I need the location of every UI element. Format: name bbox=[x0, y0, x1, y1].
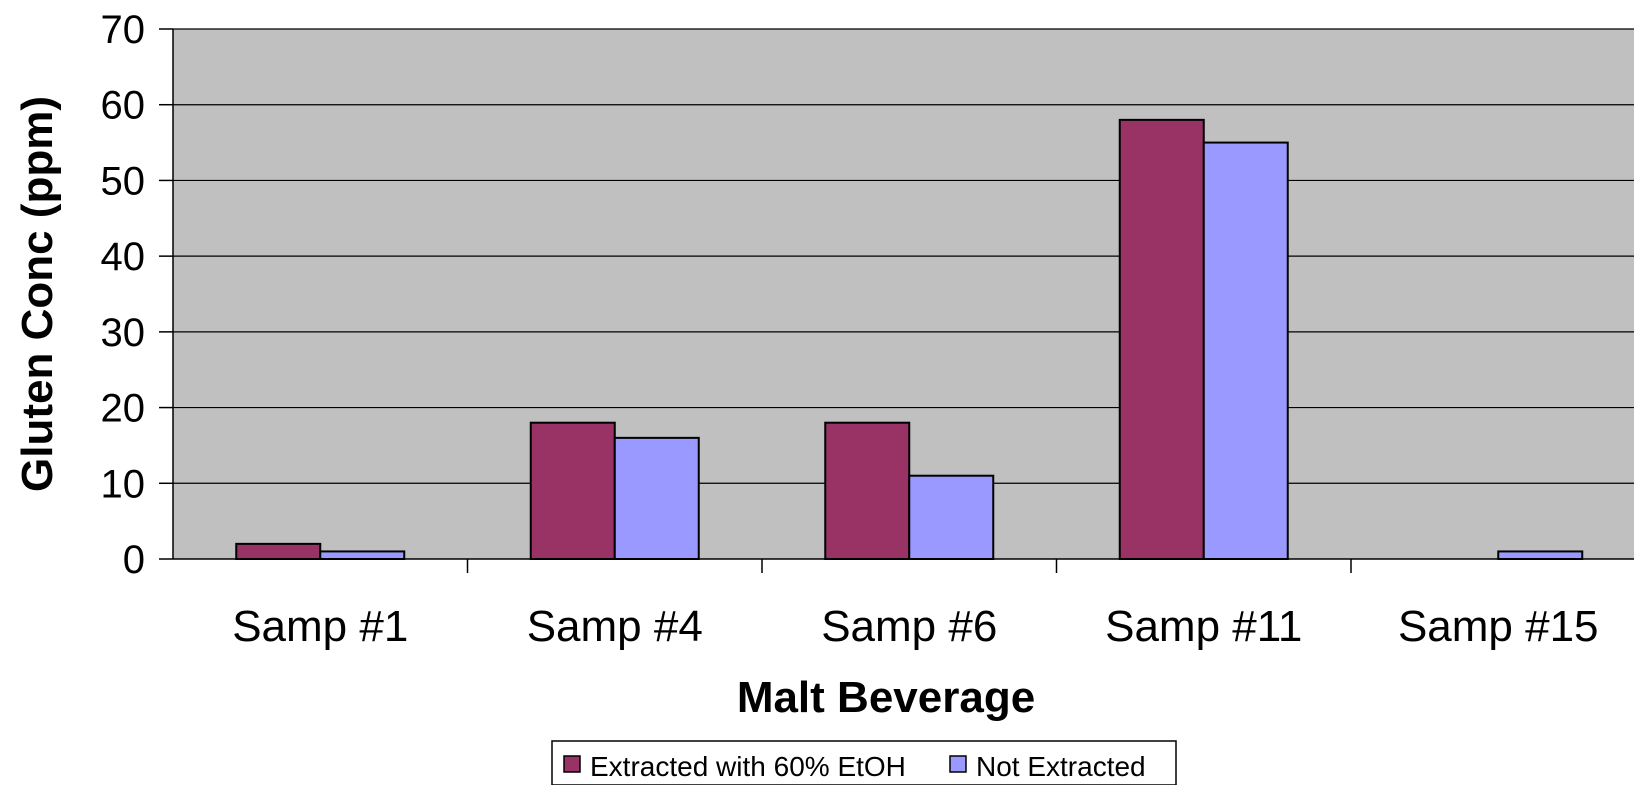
bar-not-extracted bbox=[1202, 141, 1289, 560]
bar-extracted bbox=[529, 421, 616, 561]
y-axis-title: Gluten Conc (ppm) bbox=[13, 96, 62, 492]
y-tick-label: 30 bbox=[101, 311, 146, 355]
axes bbox=[159, 28, 1634, 573]
legend-swatch-extracted bbox=[563, 755, 581, 773]
bar-not-extracted bbox=[613, 436, 700, 561]
x-tick-label: Samp #6 bbox=[821, 602, 997, 651]
y-tick-label: 60 bbox=[101, 84, 146, 128]
y-tick-labels: 0 10 20 30 40 50 60 70 bbox=[101, 8, 146, 582]
y-tick-label: 0 bbox=[123, 538, 145, 582]
bar-extracted bbox=[1118, 118, 1205, 560]
y-tick-label: 20 bbox=[101, 387, 146, 431]
bar-not-extracted bbox=[908, 474, 995, 561]
legend-label-not-extracted: Not Extracted bbox=[976, 751, 1146, 782]
legend-swatch-not-extracted bbox=[949, 755, 967, 773]
y-tick-label: 10 bbox=[101, 462, 146, 506]
y-tick-label: 40 bbox=[101, 235, 146, 279]
x-tick-label: Samp #4 bbox=[527, 602, 703, 651]
legend: Extracted with 60% EtOH Not Extracted bbox=[551, 740, 1177, 785]
bar-extracted bbox=[824, 421, 911, 561]
x-axis-title: Malt Beverage bbox=[737, 673, 1035, 722]
legend-box bbox=[551, 740, 1177, 785]
legend-label-extracted: Extracted with 60% EtOH bbox=[590, 751, 906, 782]
x-tick-labels: Samp #1 Samp #4 Samp #6 Samp #11 Samp #15 bbox=[232, 602, 1598, 651]
y-tick-label: 70 bbox=[101, 8, 146, 52]
bars bbox=[235, 118, 1584, 561]
gridlines bbox=[173, 28, 1634, 484]
x-tick-label: Samp #1 bbox=[232, 602, 408, 651]
bar-extracted bbox=[235, 542, 322, 560]
y-tick-label: 50 bbox=[101, 159, 146, 203]
x-tick-label: Samp #11 bbox=[1105, 602, 1302, 651]
bar-not-extracted bbox=[1497, 550, 1584, 561]
bar-not-extracted bbox=[319, 550, 406, 561]
x-tick-label: Samp #15 bbox=[1398, 602, 1599, 651]
